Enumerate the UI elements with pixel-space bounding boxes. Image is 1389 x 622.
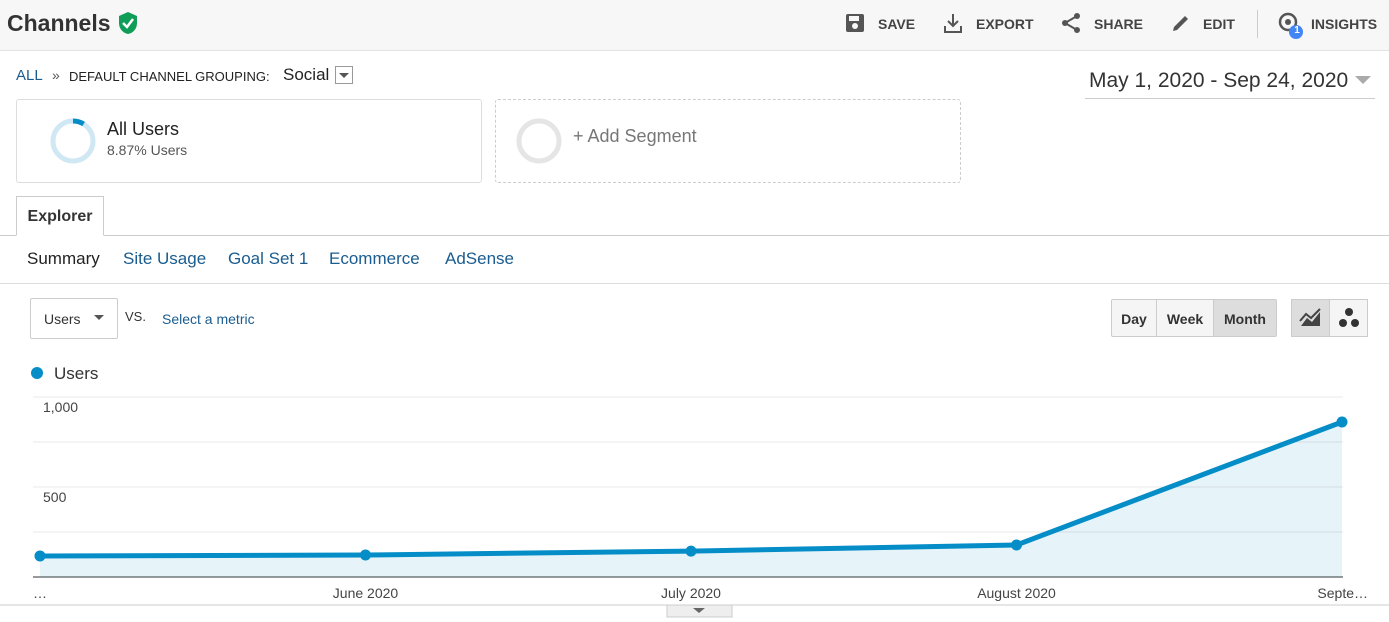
x-tick-label: …: [33, 585, 47, 601]
add-segment[interactable]: + Add Segment: [573, 126, 697, 146]
share-button[interactable]: SHARE: [1094, 16, 1144, 32]
y-tick-label: 1,000: [43, 399, 78, 415]
date-underline: [1085, 98, 1375, 99]
y-tick-label: 500: [43, 489, 67, 505]
metric-caret: [94, 315, 104, 320]
edit-button[interactable]: EDIT: [1203, 16, 1235, 32]
breadcrumb-label: DEFAULT CHANNEL GROUPING:: [69, 69, 270, 84]
segment-ring: [50, 118, 96, 164]
export-button[interactable]: EXPORT: [976, 16, 1034, 32]
subtab[interactable]: Goal Set 1: [228, 249, 309, 268]
insights-badge: 1: [1294, 25, 1300, 36]
expand-arrow[interactable]: [693, 608, 705, 613]
month-button[interactable]: Month: [1213, 299, 1277, 337]
breadcrumb-root[interactable]: ALL: [16, 67, 43, 84]
save-button[interactable]: SAVE: [878, 16, 916, 32]
point: [360, 549, 371, 561]
tab-rule: [0, 235, 1389, 236]
subtab-active[interactable]: Summary: [27, 249, 100, 268]
metric-label: Users: [44, 311, 81, 327]
dropdown-toggle[interactable]: [335, 66, 354, 85]
export-icon[interactable]: [943, 13, 963, 33]
point: [685, 545, 697, 557]
divider: [1257, 10, 1258, 38]
date-range[interactable]: May 1, 2020 - Sep 24, 2020: [1089, 69, 1349, 92]
select-metric[interactable]: Select a metric: [162, 311, 255, 327]
insights-icon[interactable]: [1277, 11, 1305, 41]
subtab[interactable]: AdSense: [445, 249, 514, 268]
day-button[interactable]: Day: [1111, 299, 1157, 337]
breadcrumb-value: Social: [283, 65, 330, 84]
area: [40, 422, 1342, 577]
explorer-tab[interactable]: Explorer: [16, 196, 104, 236]
x-tick-label: August 2020: [977, 585, 1056, 601]
save-icon[interactable]: [845, 13, 865, 33]
point: [34, 550, 46, 562]
segment-card[interactable]: [16, 99, 482, 183]
legend-label: Users: [54, 364, 98, 383]
add-segment-card[interactable]: [495, 99, 961, 183]
header-bar: [0, 0, 1389, 51]
subtab-rule: [0, 283, 1389, 284]
vs-label: VS.: [125, 309, 146, 324]
empty-ring: [516, 118, 562, 164]
subtab[interactable]: Site Usage: [123, 249, 207, 268]
chart-type-toggle[interactable]: [1291, 299, 1369, 337]
share-icon[interactable]: [1061, 13, 1081, 33]
x-tick-label: Septe…: [1317, 585, 1368, 601]
metric-dropdown[interactable]: [30, 298, 118, 339]
page-title: Channels: [7, 10, 111, 36]
subtab[interactable]: Ecommerce: [329, 249, 420, 268]
breadcrumb-separator: »: [52, 67, 60, 83]
date-dropdown[interactable]: [1355, 76, 1371, 86]
edit-icon[interactable]: [1171, 13, 1191, 33]
x-tick-label: July 2020: [661, 585, 721, 601]
x-tick-label: June 2020: [333, 585, 399, 601]
segment-name: All Users: [107, 119, 180, 139]
segment-detail: 8.87% Users: [107, 142, 188, 158]
legend-marker: [31, 367, 43, 379]
point: [1336, 416, 1348, 428]
verified-icon: [119, 12, 137, 34]
insights-button[interactable]: INSIGHTS: [1311, 16, 1378, 32]
point: [1011, 539, 1022, 551]
